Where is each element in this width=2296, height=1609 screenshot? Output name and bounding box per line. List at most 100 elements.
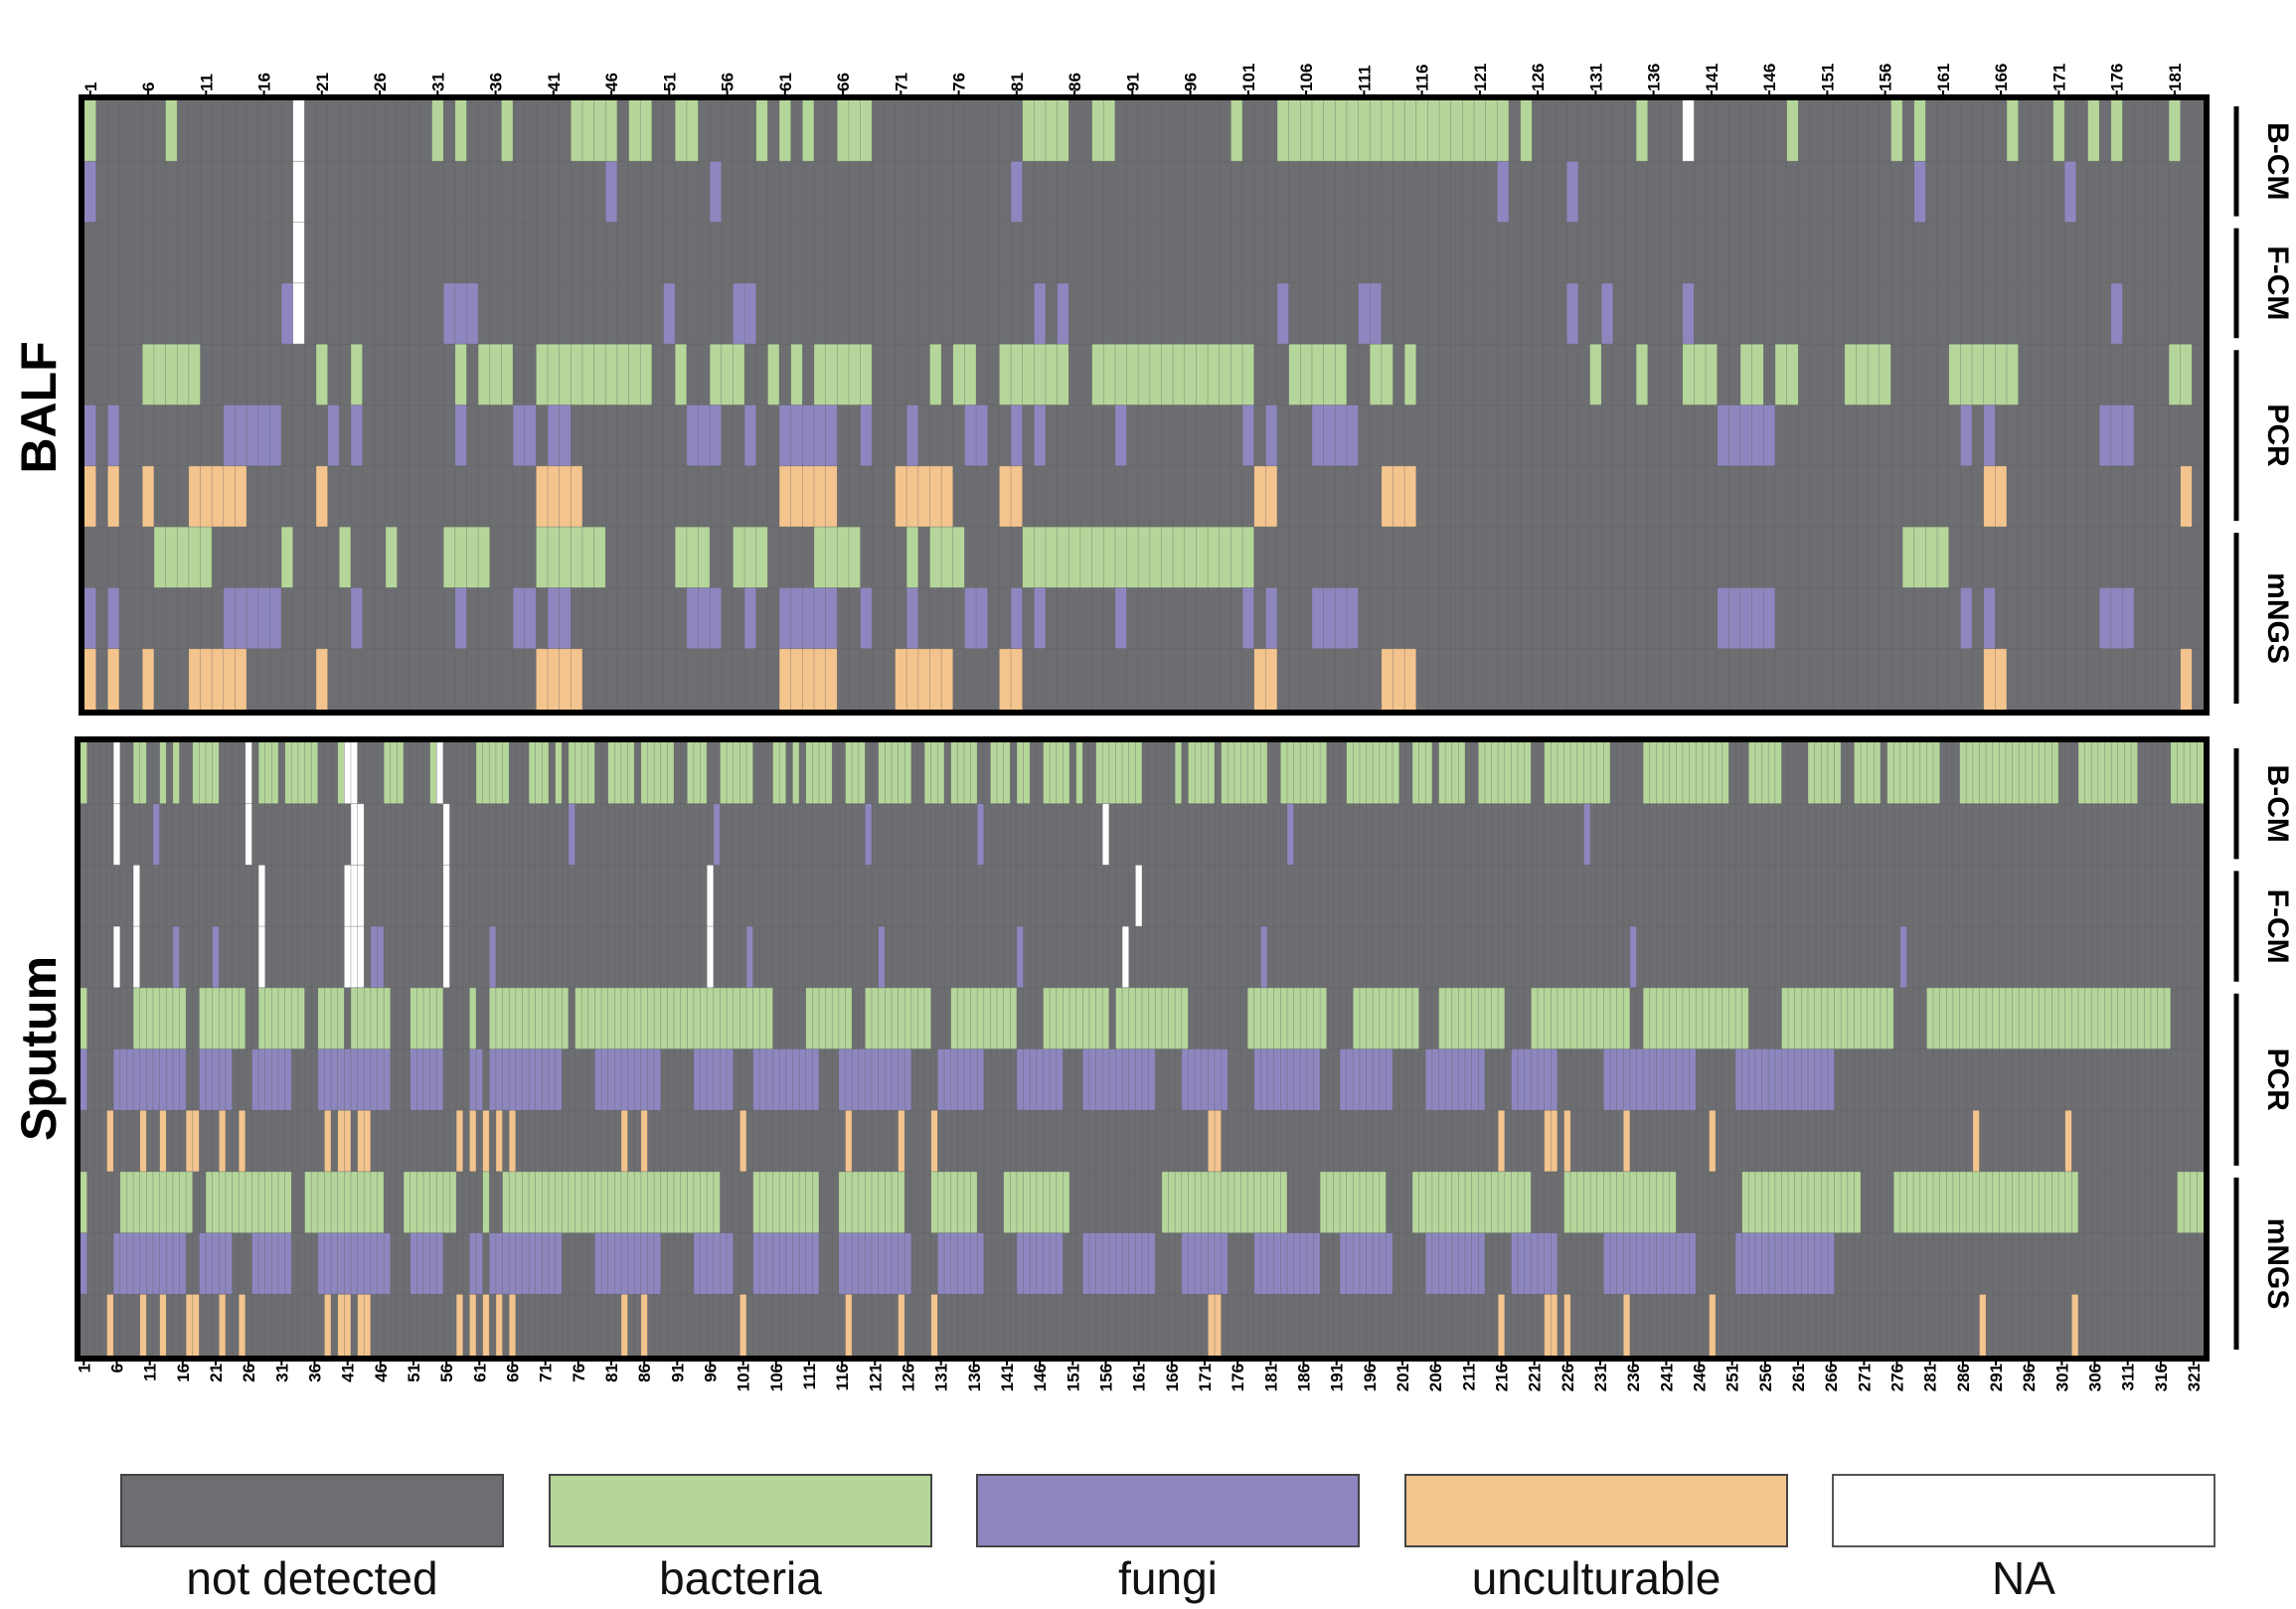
balf-tick-label: 86 xyxy=(1066,73,1084,91)
sputum-group-label: PCR xyxy=(2261,1048,2294,1112)
sputum-group-label: B-CM xyxy=(2261,765,2294,843)
balf-cell-bacteria xyxy=(478,344,514,405)
sputum-cell-unculturable xyxy=(1498,1110,1505,1172)
legend-label: not detected xyxy=(186,1552,437,1604)
balf-cell-fungi xyxy=(860,587,873,649)
sputum-cell-unculturable xyxy=(219,1110,226,1172)
sputum-cell-fungi xyxy=(212,926,220,988)
sputum-cell-bacteria xyxy=(1411,742,1432,804)
balf-cell-unculturable xyxy=(316,465,328,528)
balf-cell-na xyxy=(292,161,305,223)
balf-cell-fungi xyxy=(605,161,617,223)
sputum-cell-bacteria xyxy=(81,742,87,804)
balf-cell-bacteria xyxy=(813,344,873,405)
sputum-cell-bacteria xyxy=(119,1171,193,1233)
sputum-tick-label: 271 xyxy=(1855,1364,1874,1391)
sputum-cell-na xyxy=(113,742,120,804)
balf-heatmap-cells xyxy=(84,100,2204,710)
sputum-cell-bacteria xyxy=(1748,742,1782,804)
sputum-cell-bacteria xyxy=(2077,742,2138,804)
sputum-cell-na xyxy=(344,865,365,927)
sputum-cell-fungi xyxy=(152,803,160,866)
sputum-cell-bacteria xyxy=(1115,987,1189,1049)
legend-label: fungi xyxy=(1118,1552,1218,1604)
sputum-tick-label: 126 xyxy=(900,1364,918,1391)
sputum-tick-label: 306 xyxy=(2086,1364,2105,1391)
balf-cell-unculturable xyxy=(142,648,154,710)
sputum-tick-label: 281 xyxy=(1921,1364,1940,1391)
balf-cell-unculturable xyxy=(895,648,953,710)
balf-cell-fungi xyxy=(1566,161,1578,223)
sputum-cell-unculturable xyxy=(159,1110,167,1172)
balf-cell-bacteria xyxy=(316,344,328,405)
sputum-cell-bacteria xyxy=(384,742,405,804)
sputum-cell-fungi xyxy=(317,1232,391,1295)
sputum-cell-bacteria xyxy=(81,987,87,1049)
balf-tick-label: 51 xyxy=(660,73,679,91)
balf-cell-fungi xyxy=(1497,161,1509,223)
sputum-cell-fungi xyxy=(878,926,886,988)
sputum-tick-label: 161 xyxy=(1130,1364,1149,1391)
sputum-tick-label: 91 xyxy=(668,1364,687,1382)
sputum-cell-bacteria xyxy=(1221,742,1268,804)
balf-cell-fungi xyxy=(1265,404,1277,466)
sputum-cell-fungi xyxy=(81,1048,87,1111)
balf-cell-bacteria xyxy=(501,100,514,162)
balf-cell-fungi xyxy=(350,404,363,466)
sputum-cell-fungi xyxy=(745,926,753,988)
balf-cell-bacteria xyxy=(350,344,363,405)
sputum-cell-unculturable xyxy=(1623,1110,1630,1172)
sputum-tick-label: 316 xyxy=(2152,1364,2171,1391)
sputum-tick-label: 296 xyxy=(2020,1364,2039,1391)
sputum-cell-na xyxy=(442,803,450,866)
balf-cell-fungi xyxy=(1057,282,1069,345)
legend-swatch-fungi xyxy=(976,1474,1360,1547)
sputum-cell-na xyxy=(344,926,365,988)
sputum-cell-bacteria xyxy=(482,1171,490,1233)
balf-cell-bacteria xyxy=(385,527,398,588)
sputum-cell-bacteria xyxy=(990,742,1011,804)
balf-tick-label: 166 xyxy=(1992,64,2011,91)
sputum-cell-unculturable xyxy=(930,1110,938,1172)
balf-cell-fungi xyxy=(1011,587,1023,649)
balf-cell-bacteria xyxy=(906,527,918,588)
balf-cell-na xyxy=(292,282,305,345)
balf-cell-bacteria xyxy=(2110,100,2123,162)
sputum-cell-na xyxy=(707,926,714,988)
sputum-tick-label: 231 xyxy=(1591,1364,1610,1391)
sputum-heatmap-cells xyxy=(81,742,2204,1356)
balf-cell-bacteria xyxy=(1636,344,1648,405)
sputum-tick-label: 16 xyxy=(174,1364,193,1382)
sputum-cell-bacteria xyxy=(529,742,549,804)
sputum-cell-bacteria xyxy=(258,742,279,804)
sputum-cell-bacteria xyxy=(172,742,180,804)
sputum-cell-bacteria xyxy=(410,987,443,1049)
balf-cell-unculturable xyxy=(2180,648,2193,710)
balf-cell-fungi xyxy=(1601,282,1613,345)
sputum-cell-fungi xyxy=(1629,926,1637,988)
balf-cell-fungi xyxy=(107,404,119,466)
balf-tick-label: 61 xyxy=(776,73,795,91)
sputum-tick-label: 241 xyxy=(1657,1364,1676,1391)
sputum-panel-label: Sputum xyxy=(11,956,67,1141)
sputum-cell-bacteria xyxy=(1175,742,1182,804)
balf-cell-unculturable xyxy=(84,465,96,528)
balf-tick-label: 46 xyxy=(602,73,621,91)
sputum-cell-unculturable xyxy=(1972,1110,1980,1172)
balf-cell-unculturable xyxy=(142,465,154,528)
sputum-cell-bacteria xyxy=(924,742,944,804)
sputum-cell-bacteria xyxy=(555,742,563,804)
balf-cell-fungi xyxy=(1983,587,1996,649)
sputum-cell-na xyxy=(436,742,443,804)
sputum-cell-na xyxy=(707,865,714,927)
balf-tick-label: 121 xyxy=(1471,64,1490,91)
balf-cell-fungi xyxy=(1566,282,1578,345)
sputum-tick-label: 321 xyxy=(2185,1364,2204,1391)
balf-cell-bacteria xyxy=(675,344,687,405)
legend-label: bacteria xyxy=(659,1552,822,1604)
balf-group-label: PCR xyxy=(2261,403,2294,467)
balf-cell-bacteria xyxy=(675,527,711,588)
sputum-tick-label: 96 xyxy=(702,1364,721,1382)
sputum-tick-label: 176 xyxy=(1229,1364,1247,1391)
sputum-tick-label: 251 xyxy=(1723,1364,1742,1391)
